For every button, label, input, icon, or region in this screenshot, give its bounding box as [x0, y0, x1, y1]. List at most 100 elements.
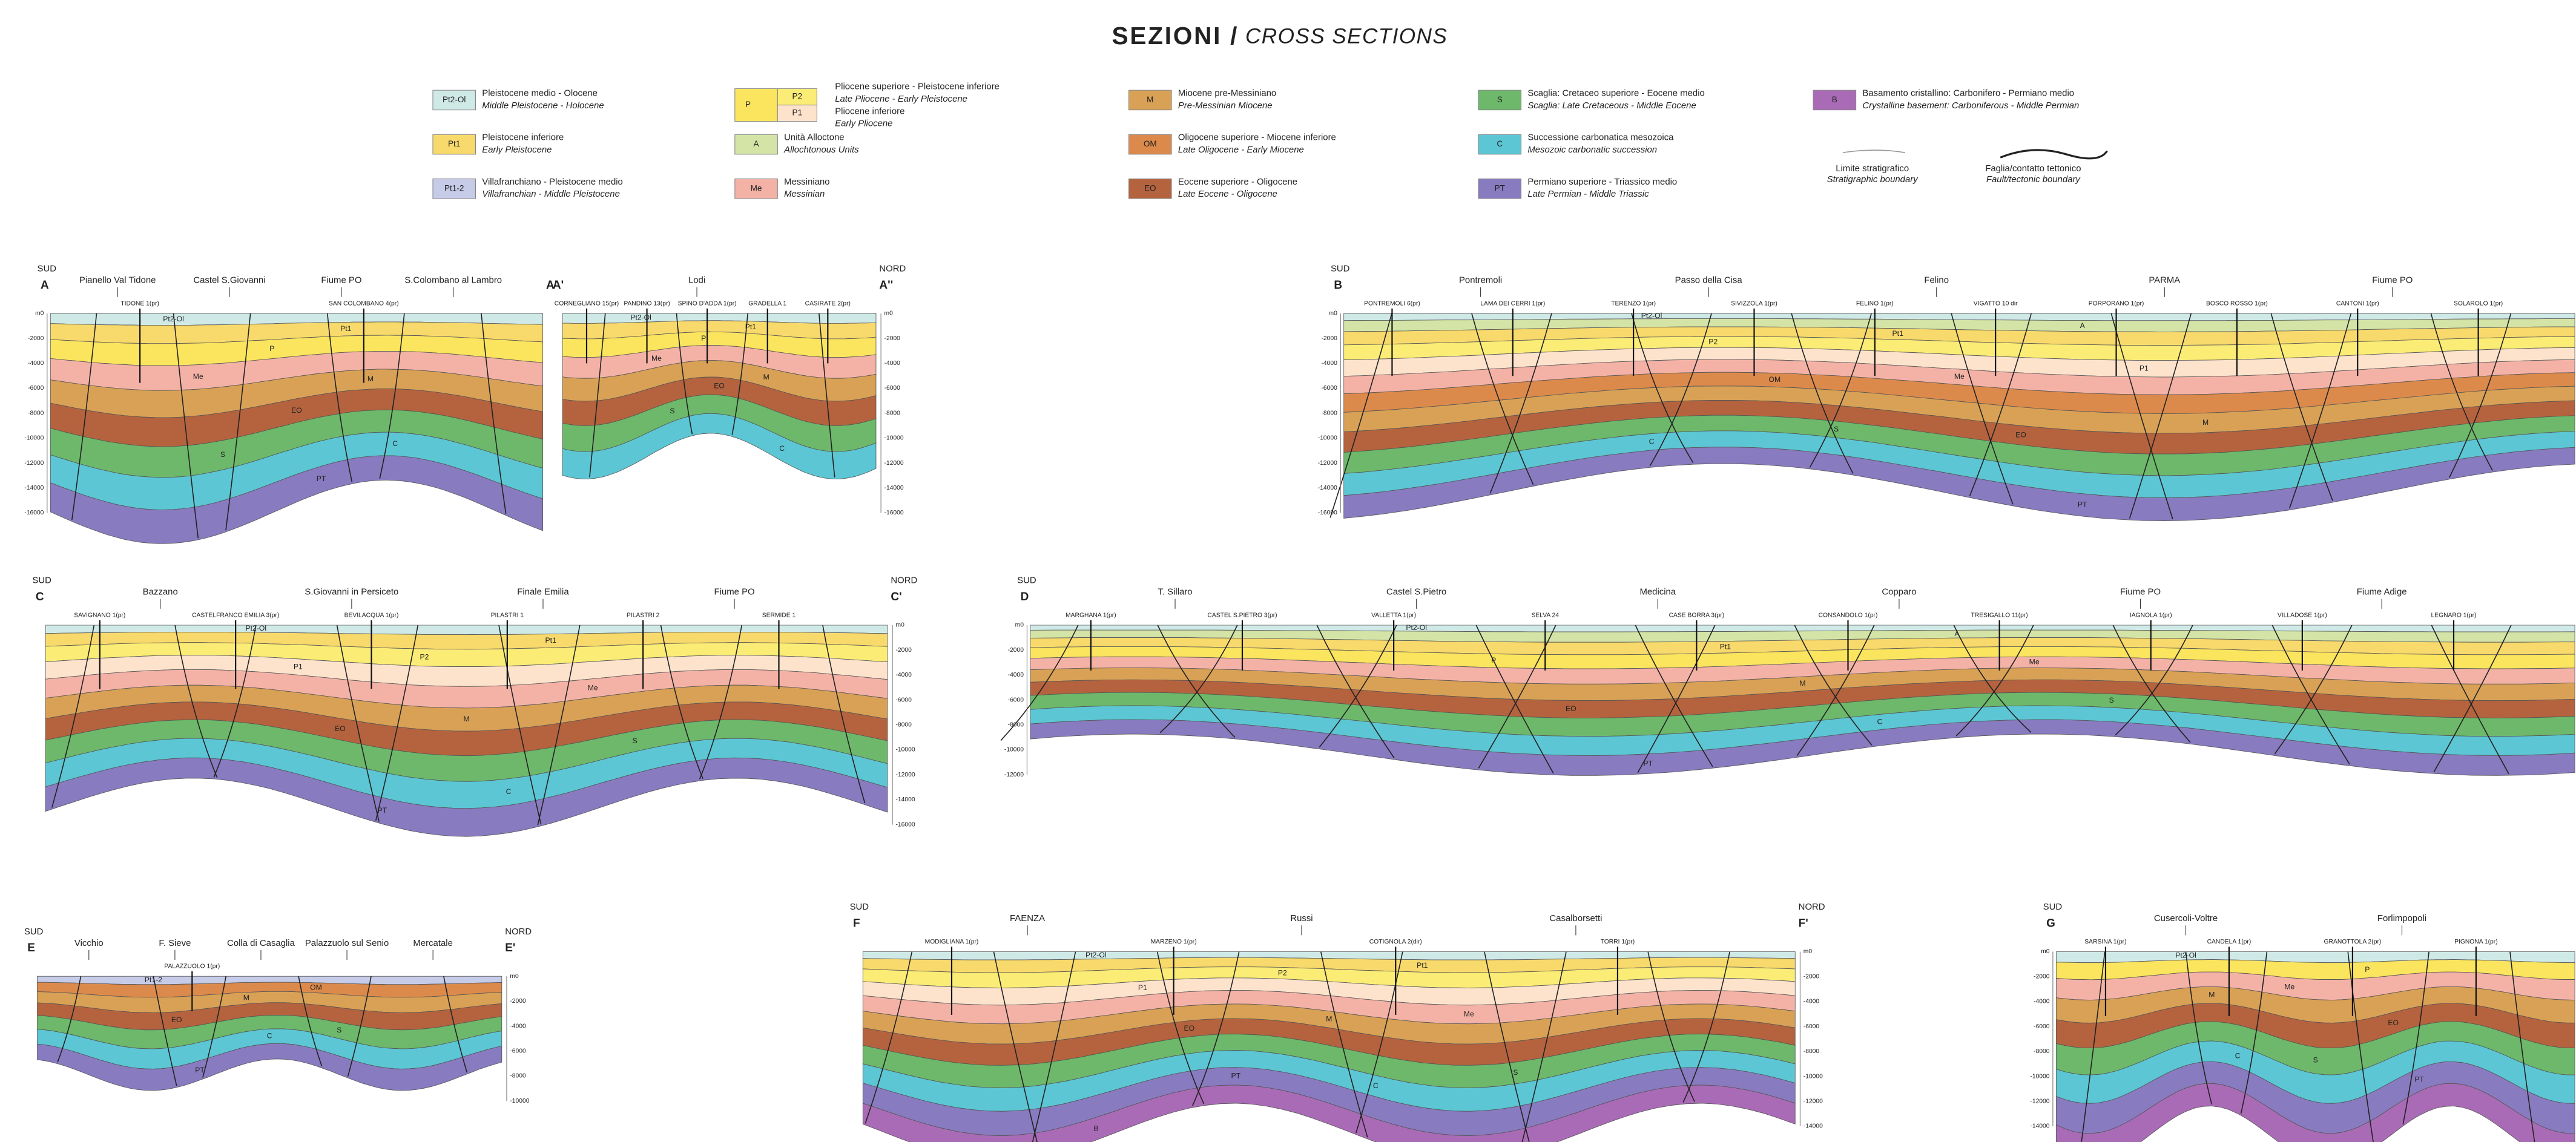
- unit-label: PT: [1644, 759, 1653, 767]
- fault: [2288, 313, 2352, 509]
- unit-label: PT: [1231, 1071, 1240, 1080]
- unit-label: Pt2-Ol: [1085, 951, 1107, 959]
- depth-tick: -4000: [510, 1023, 526, 1029]
- depth-tick: -16000: [896, 821, 915, 828]
- unit-label: M: [1799, 679, 1805, 687]
- legend-label: Limite stratigrafico: [1836, 164, 1909, 174]
- legend-label: Middle Pleistocene - Holocene: [482, 101, 604, 111]
- legend-label: Eocene superiore - Oligocene: [1178, 177, 1297, 187]
- section: Pt1-2 OM M EO S C PT: [37, 976, 502, 1091]
- unit-label: EO: [1566, 704, 1576, 713]
- unit-label: C: [1373, 1081, 1379, 1090]
- unit-label: Pt2-Ol: [1641, 312, 1662, 320]
- fault: [822, 625, 866, 804]
- unit-label: PT: [2414, 1075, 2424, 1084]
- depth-tick: m0: [1015, 622, 1024, 629]
- fault: [51, 625, 95, 808]
- well-name: FELINO 1(pr): [1856, 300, 1894, 307]
- unit-label: C: [779, 444, 785, 453]
- section-letter: A'': [879, 279, 893, 292]
- unit-label: Me: [193, 372, 203, 381]
- place-name: PARMA: [2149, 276, 2180, 286]
- legend-label: Faglia/contatto tettonico: [1985, 164, 2081, 174]
- place-name: Palazzuolo sul Senio: [305, 939, 389, 948]
- place-name: Vicchio: [74, 939, 104, 948]
- well-name: GRANOTTOLA 2(pr): [2324, 939, 2382, 945]
- legend-label: Stratigraphic boundary: [1827, 175, 1919, 185]
- well-name: MODIGLIANA 1(pr): [925, 939, 979, 945]
- depth-tick: -12000: [2030, 1098, 2049, 1104]
- unit-label: Pt2-Ol: [2175, 951, 2196, 960]
- place-name: Pontremoli: [1459, 276, 1502, 286]
- depth-tick: -2000: [1804, 973, 1820, 980]
- fault: [2081, 951, 2106, 1142]
- unit-label: M: [2202, 418, 2209, 427]
- fault: [660, 625, 703, 779]
- fault: [993, 951, 1038, 1142]
- legend-label: Pleistocene inferiore: [482, 133, 564, 143]
- layer: [562, 413, 877, 479]
- unit-label: PT: [195, 1066, 205, 1074]
- fault: [865, 951, 913, 1124]
- fault: [1157, 625, 1236, 738]
- fault: [379, 313, 405, 479]
- place-name: Casalborsetti: [1549, 914, 1602, 924]
- unit-label: S: [1513, 1068, 1518, 1077]
- depth-tick: -10000: [1318, 435, 1337, 442]
- place-name: Passo della Cisa: [1675, 276, 1743, 286]
- legend-label: Scaglia: Cretaceo superiore - Eocene med…: [1527, 88, 1704, 98]
- fault: [1316, 625, 1395, 758]
- legend-label: Pliocene inferiore: [835, 107, 904, 116]
- well-name: SARSINA 1(pr): [2084, 939, 2126, 945]
- depth-tick: -6000: [1804, 1023, 1820, 1030]
- fault: [1637, 625, 1716, 773]
- well-name: MARZENO 1(pr): [1151, 939, 1197, 945]
- legend-label: Messinian: [784, 189, 825, 199]
- legend-label: Villafranchiano - Pleistocene medio: [482, 177, 623, 187]
- well-name: SAN COLOMBANO 4(pr): [329, 300, 399, 307]
- depth-tick: -4000: [884, 360, 901, 367]
- place-name: Fiume PO: [2120, 588, 2161, 597]
- fault: [2509, 951, 2535, 1142]
- section: Pt2-Ol Pt1 P Me M EO S C PT: [50, 313, 544, 544]
- depth-tick: -6000: [28, 385, 44, 392]
- depth-tick: -10000: [884, 435, 904, 442]
- fault: [589, 313, 606, 477]
- place-name: Copparo: [1882, 588, 1916, 597]
- swatch-code: OM: [1144, 139, 1157, 148]
- legend-label: Fault/tectonic boundary: [1986, 175, 2081, 185]
- fault: [225, 313, 251, 531]
- well-name: CASTEL S.PIETRO 3(pr): [1207, 612, 1277, 619]
- depth-tick: -4000: [1321, 360, 1337, 367]
- well-name: SERMIDE 1: [762, 612, 796, 619]
- unit-label: Pt2-Ol: [246, 624, 267, 632]
- well-name: CASTELFRANCO EMILIA 3(pr): [192, 612, 279, 619]
- place-name: Colla di Casaglia: [227, 939, 295, 948]
- layer: [862, 1085, 1796, 1142]
- fault: [537, 625, 581, 825]
- depth-tick: -8000: [1321, 410, 1337, 416]
- swatch: [1128, 90, 1172, 111]
- depth-tick: -10000: [1004, 747, 1024, 753]
- depth-tick: -2000: [884, 335, 901, 342]
- section-letter: A': [546, 279, 557, 292]
- well-name: MARGHANA 1(pr): [1066, 612, 1116, 619]
- legend-label: Villafranchian - Middle Pleistocene: [482, 189, 620, 199]
- fault: [481, 313, 507, 514]
- legend-label: Mesozoic carbonatic succession: [1527, 145, 1657, 155]
- well-name: CASE BORRA 3(pr): [1669, 612, 1725, 619]
- place-name: Fiume PO: [2372, 276, 2413, 286]
- legend-label: Unità Alloctone: [784, 133, 844, 143]
- direction: SUD: [1017, 576, 1036, 586]
- unit-label: Pt1: [1720, 643, 1731, 651]
- unit-label: Pt1: [340, 324, 352, 333]
- fault: [2433, 625, 2512, 772]
- layer: [1343, 447, 2575, 521]
- well-name: CASIRATE 2(pr): [805, 300, 851, 307]
- depth-tick: -6000: [1008, 697, 1024, 703]
- direction: NORD: [879, 264, 906, 274]
- depth-tick: -14000: [2030, 1123, 2049, 1130]
- well-name: SOLAROLO 1(pr): [2454, 300, 2503, 307]
- swatch-code: Me: [751, 183, 762, 192]
- fault: [1647, 951, 1695, 1102]
